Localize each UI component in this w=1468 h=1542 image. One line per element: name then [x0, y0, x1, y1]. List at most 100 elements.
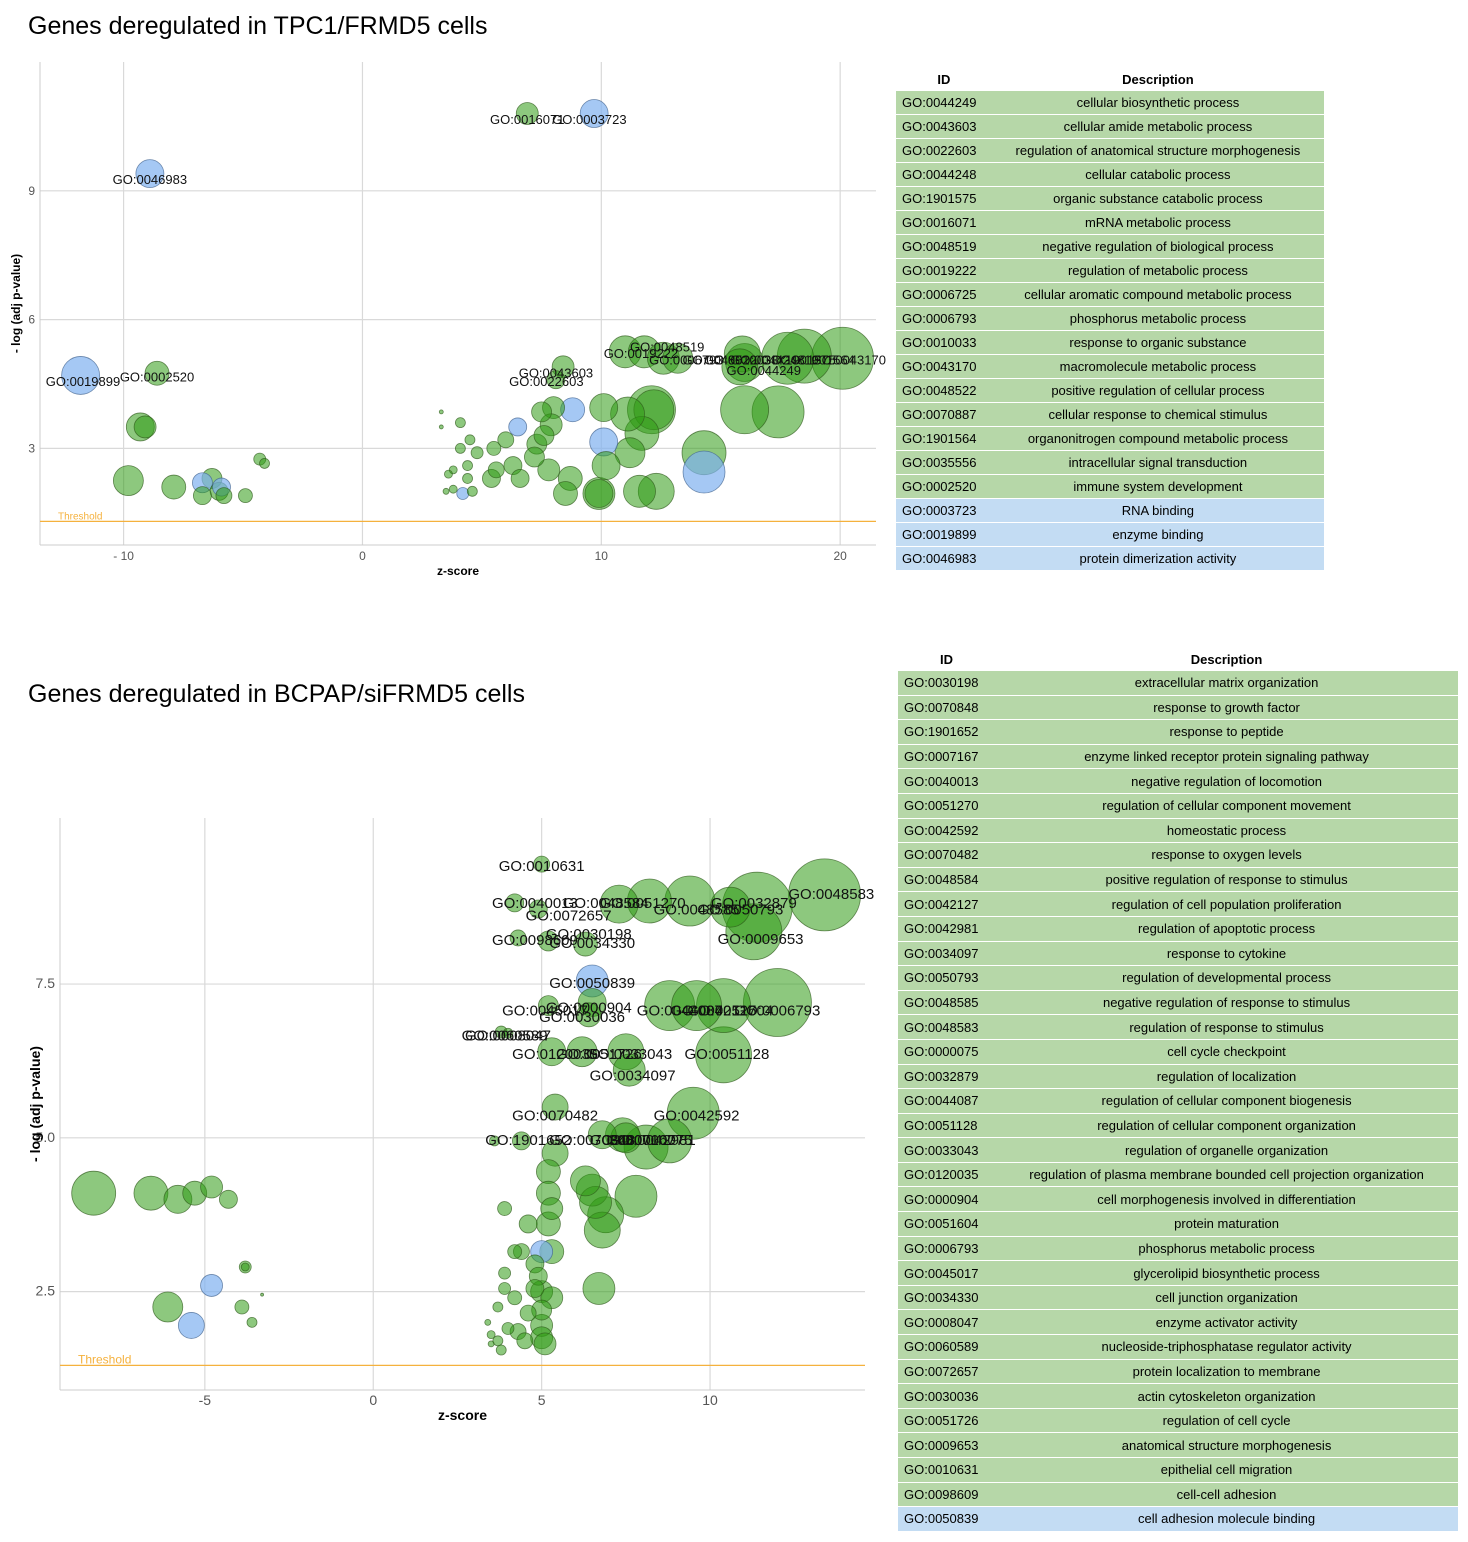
bubble-point [576, 1002, 602, 1028]
bubble-point [486, 1330, 496, 1340]
table-row: GO:0033043 regulation of organelle organi… [898, 1137, 1458, 1163]
bubble-label: GO:0070848 [549, 1132, 635, 1149]
bubble-point [502, 1027, 514, 1039]
table-row: GO:1901575 organic substance catabolic pr… [896, 186, 1324, 211]
bubble-point [599, 884, 639, 924]
bubble-label: GO:0043603 [519, 365, 593, 380]
chart2-title: Genes deregulated in BCPAP/siFRMD5 cells [28, 680, 525, 708]
table-row: GO:0070482 response to oxygen levels [898, 842, 1458, 868]
bubble-label: GO:0032879 [711, 895, 797, 912]
table-row: GO:0044087 regulation of cellular compone… [898, 1088, 1458, 1114]
bubble-point [501, 1322, 515, 1335]
go-description-cell: mRNA metabolic process [991, 210, 1324, 235]
table-row: GO:0046983 protein dimerization activity [896, 546, 1324, 571]
go-id-cell: GO:0044248 [896, 162, 992, 187]
bubble-point [682, 450, 726, 494]
go-id-cell: GO:0048583 [898, 1014, 996, 1040]
x-tick-label: 10 [702, 1392, 718, 1408]
go-description-cell: negative regulation of response to stimu… [995, 990, 1458, 1016]
bubble-point [525, 1279, 545, 1298]
bubble-point [662, 342, 694, 374]
go-id-cell: GO:0030198 [898, 671, 996, 696]
go-description-cell: regulation of plasma membrane bounded ce… [995, 1162, 1458, 1188]
bubble-label: GO:0042127 [670, 1003, 756, 1020]
go-id-cell: GO:0048584 [898, 867, 996, 893]
chart2-plot: -5 0 5 10 2.5 5.0 7.5 z-score - log (adj p-value… [27, 818, 874, 1423]
bubble-point [589, 393, 619, 423]
go-id-cell: GO:0042981 [898, 916, 996, 942]
bubble-label: GO:0009653 [718, 931, 804, 948]
y-tick-label: 3 [28, 441, 35, 455]
table-row: GO:0050793 regulation of developmental pr… [898, 965, 1458, 991]
table-row: GO:0045017 glycerolipid biosynthetic proc… [898, 1260, 1458, 1286]
go-id-cell: GO:0006793 [896, 306, 992, 331]
bubble-point [487, 1340, 495, 1348]
bubble-label: GO:0042592 [654, 1107, 740, 1124]
go-description-cell: regulation of developmental process [995, 965, 1458, 991]
bubble-point [466, 485, 478, 497]
bubble-label: GO:0044249 [727, 363, 801, 378]
bubble-label: GO:0008047 [465, 1027, 551, 1044]
x-tick-label: 5 [538, 1392, 546, 1408]
bubble-label: GO:0043170 [812, 352, 886, 367]
go-id-cell: GO:0019222 [896, 258, 992, 283]
go-description-cell: response to peptide [995, 719, 1458, 745]
bubble-label: GO:0048519 [630, 340, 704, 355]
bubble-point [161, 474, 187, 500]
table-row: GO:0098609 cell-cell adhesion [898, 1482, 1458, 1508]
bubble-point [497, 431, 515, 449]
y-axis-label: - log (adj p-value) [9, 254, 23, 353]
go-description-cell: negative regulation of biological proces… [991, 234, 1324, 259]
go-description-cell: regulation of cell population proliferat… [995, 891, 1458, 917]
go-description-cell: RNA binding [991, 498, 1324, 523]
bubble-label: GO:0022603 [509, 374, 583, 389]
bubble-point [524, 446, 545, 468]
go-id-cell: GO:0000075 [898, 1039, 996, 1065]
table-row: GO:0060589 nucleoside-triphosphatase regu… [898, 1334, 1458, 1360]
go-id-cell: GO:0045017 [898, 1260, 996, 1286]
go-description-cell: response to oxygen levels [995, 842, 1458, 868]
table-row: GO:0032879 regulation of localization [898, 1064, 1458, 1090]
bubble-point [573, 931, 598, 957]
table-row: GO:0048522 positive regulation of cellula… [896, 378, 1324, 403]
bubble-point [492, 1335, 504, 1347]
table-row: GO:0019899 enzyme binding [896, 522, 1324, 547]
y-tick-label: 9 [28, 184, 35, 198]
threshold-label: Threshold [58, 511, 102, 522]
go-description-cell: nucleoside-triphosphatase regulator acti… [995, 1334, 1458, 1360]
bubble-point [587, 1120, 617, 1150]
table-row: GO:0035556 intracellular signal transduct… [896, 450, 1324, 475]
go-id-cell: GO:1901564 [896, 426, 992, 451]
bubble-label: GO:0000904 [546, 1000, 632, 1017]
go-description-cell: anatomical structure morphogenesis [995, 1432, 1458, 1458]
table-header-id: ID [898, 648, 996, 671]
go-description-cell: regulation of anatomical structure morph… [991, 138, 1324, 163]
bubble-point [507, 1244, 523, 1260]
go-description-cell: response to growth factor [995, 695, 1458, 721]
table-row: GO:0000904 cell morphogenesis involved in… [898, 1186, 1458, 1213]
table-row: GO:0040013 negative regulation of locomot… [898, 768, 1458, 794]
bubble-point [448, 484, 458, 494]
table-row: GO:0044248 cellular catabolic process [896, 162, 1324, 187]
go-description-cell: regulation of organelle organization [995, 1137, 1458, 1163]
table-row: GO:0034097 response to cytokine [898, 941, 1458, 967]
bubble-point [533, 855, 551, 873]
go-id-cell: GO:0034097 [898, 941, 996, 967]
go-id-cell: GO:0033043 [898, 1137, 996, 1163]
go-description-cell: regulation of cellular component movemen… [995, 793, 1458, 819]
bubble-point [240, 1262, 250, 1272]
bubble-label: GO:0033043 [586, 1046, 672, 1063]
bubble-point [61, 356, 101, 395]
go-description-cell: actin cytoskeleton organization [995, 1383, 1458, 1409]
table-row: GO:0006725 cellular aromatic compound met… [896, 282, 1324, 307]
bubble-label: GO:0098609 [492, 932, 578, 949]
bubble-point [470, 446, 484, 460]
table-row: GO:0072657 protein localization to membra… [898, 1359, 1458, 1385]
go-description-cell: cell morphogenesis involved in different… [995, 1186, 1458, 1213]
bubble-label: GO:0034097 [590, 1067, 676, 1084]
bubble-point [200, 1175, 223, 1199]
table-row: GO:0048583 regulation of response to stim… [898, 1014, 1458, 1040]
go-description-cell: regulation of response to stimulus [995, 1014, 1458, 1040]
bubble-point [215, 487, 233, 505]
go-id-cell: GO:0030036 [898, 1383, 996, 1409]
